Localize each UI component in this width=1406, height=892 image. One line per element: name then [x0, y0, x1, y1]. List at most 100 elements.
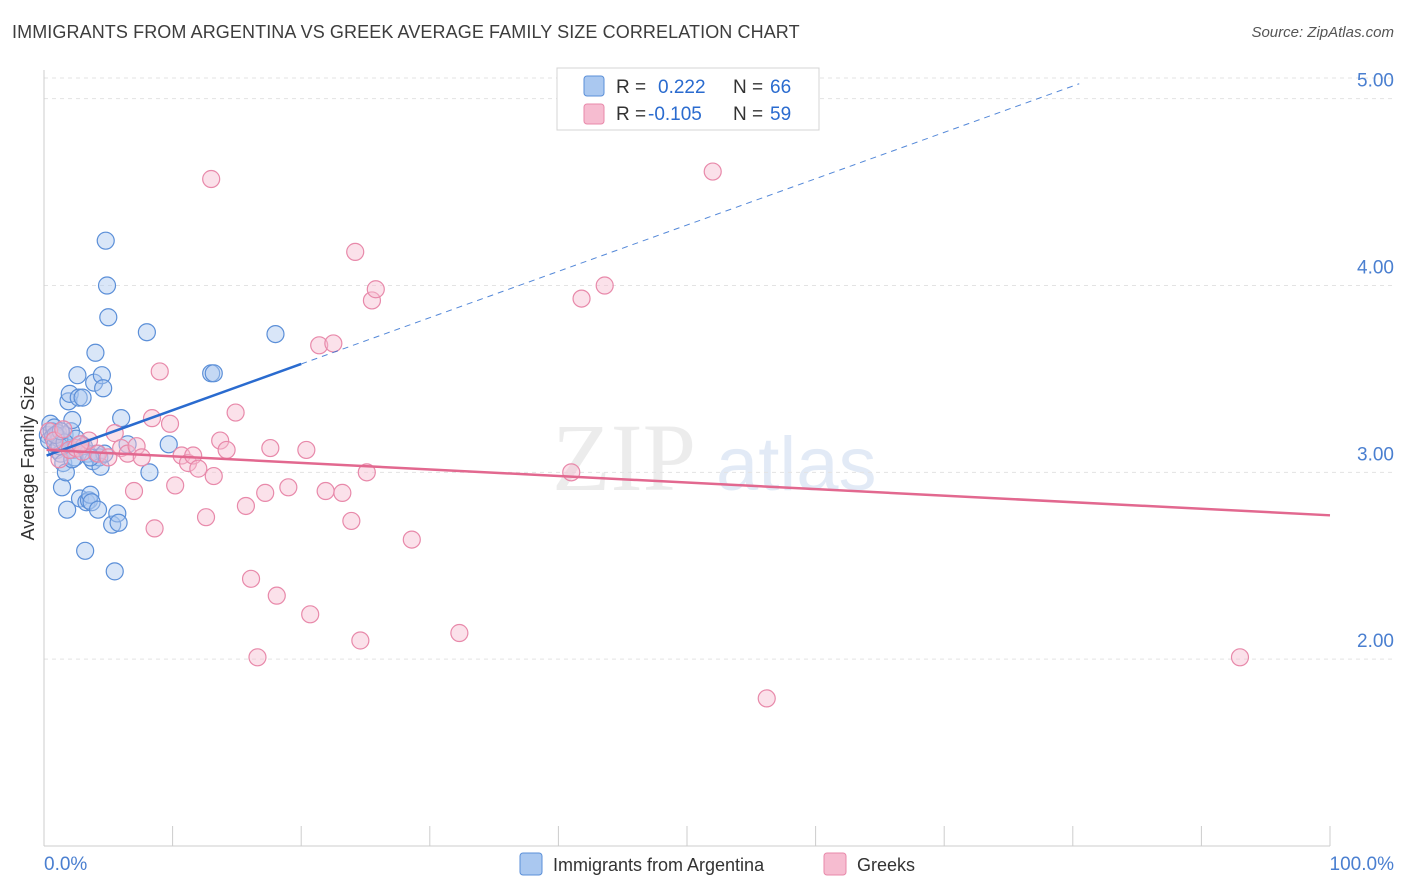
point-greeks — [297, 440, 316, 460]
point-argentina — [88, 500, 108, 519]
point-argentina — [59, 392, 78, 411]
point-greeks — [196, 508, 216, 527]
x-tick-label-max: 100.0% — [1330, 854, 1395, 875]
legend-top-n-value-2: 59 — [770, 104, 791, 125]
trend-line-greeks — [46, 448, 1331, 517]
legend-top-n-value-1: 66 — [770, 77, 791, 98]
point-argentina — [68, 366, 87, 385]
point-greeks — [189, 459, 208, 478]
point-greeks — [204, 466, 223, 486]
point-greeks — [351, 631, 370, 650]
legend-top-blue-swatch — [583, 75, 605, 97]
trend-line-argentina-projection — [301, 83, 1080, 365]
point-argentina — [99, 308, 118, 327]
legend-top: R = 0.222 N = 66 R = -0.105 N = 59 — [556, 67, 820, 131]
watermark-atlas: atlas — [716, 422, 877, 507]
y-axis-tick-labels: 2.00 3.00 4.00 5.00 — [1357, 71, 1394, 652]
x-tick-label-min: 0.0% — [44, 854, 87, 875]
legend-bottom-label-argentina: Immigrants from Argentina — [553, 855, 765, 875]
point-argentina — [137, 323, 156, 342]
point-greeks — [40, 422, 59, 441]
point-greeks — [310, 336, 329, 355]
chart-title: IMMIGRANTS FROM ARGENTINA VS GREEK AVERA… — [12, 22, 800, 42]
point-greeks — [324, 334, 343, 353]
legend-bottom: Immigrants from Argentina Greeks — [519, 852, 915, 876]
legend-bottom-label-greeks: Greeks — [857, 855, 915, 875]
point-greeks — [150, 362, 169, 381]
point-argentina — [109, 513, 128, 532]
legend-top-r-label-2: R = — [616, 104, 646, 125]
watermark: ZIP atlas — [552, 404, 877, 511]
legend-top-r-label-1: R = — [616, 77, 646, 98]
series-greeks-points — [40, 162, 1250, 708]
point-argentina — [58, 500, 77, 519]
y-axis-label: Average Family Size — [18, 376, 38, 541]
y-tick-label: 4.00 — [1357, 258, 1394, 279]
point-argentina — [85, 373, 104, 392]
legend-bottom-blue-swatch — [519, 852, 543, 876]
point-argentina — [159, 435, 178, 454]
point-greeks — [54, 420, 73, 439]
point-greeks — [279, 478, 298, 497]
legend-top-r-value-1: 0.222 — [658, 77, 706, 98]
point-greeks — [217, 440, 236, 460]
x-axis-ticks — [43, 826, 1331, 846]
legend-top-n-label-2: N = — [733, 104, 763, 125]
point-greeks — [267, 586, 286, 605]
point-greeks — [362, 291, 382, 310]
trend-line-argentina — [46, 362, 302, 457]
legend-top-n-label-1: N = — [733, 77, 763, 98]
point-argentina — [81, 485, 100, 504]
point-greeks — [145, 519, 164, 538]
point-greeks — [562, 463, 581, 482]
point-argentina — [94, 379, 113, 398]
point-greeks — [132, 448, 151, 467]
point-argentina — [112, 409, 131, 428]
point-greeks — [226, 403, 245, 422]
y-tick-label: 2.00 — [1357, 631, 1394, 652]
point-greeks — [346, 242, 365, 261]
point-greeks — [366, 280, 385, 299]
point-argentina — [92, 366, 111, 385]
point-argentina — [103, 515, 122, 534]
point-greeks — [261, 438, 280, 458]
source-label: Source: ZipAtlas.com — [1251, 24, 1394, 41]
watermark-zip: ZIP — [552, 404, 696, 511]
point-greeks — [703, 162, 722, 181]
point-argentina — [76, 541, 95, 560]
y-tick-label: 3.00 — [1357, 444, 1394, 465]
point-argentina — [52, 478, 72, 497]
point-greeks — [1230, 648, 1250, 667]
point-greeks — [357, 463, 376, 482]
point-greeks — [301, 605, 320, 624]
point-greeks — [202, 169, 221, 189]
point-greeks — [450, 623, 469, 643]
point-greeks — [316, 481, 335, 501]
point-greeks — [595, 276, 614, 295]
point-greeks — [402, 530, 421, 549]
point-argentina — [86, 343, 105, 362]
legend-top-pink-swatch — [583, 103, 605, 125]
trend-lines — [46, 83, 1331, 517]
point-argentina — [96, 231, 115, 250]
point-argentina — [97, 276, 117, 295]
point-greeks — [342, 511, 361, 531]
point-greeks — [256, 483, 275, 502]
point-greeks — [572, 289, 591, 308]
point-greeks — [166, 476, 185, 495]
legend-bottom-pink-swatch — [823, 852, 847, 876]
point-argentina — [105, 562, 124, 581]
point-argentina — [73, 388, 92, 407]
legend-top-r-value-2: -0.105 — [648, 104, 702, 125]
point-greeks — [241, 569, 261, 588]
point-greeks — [160, 414, 180, 433]
y-tick-label: 5.00 — [1357, 71, 1394, 92]
point-greeks — [124, 481, 144, 501]
point-argentina — [266, 324, 285, 344]
point-argentina — [108, 504, 127, 523]
point-argentina — [82, 493, 101, 512]
point-greeks — [211, 431, 230, 450]
point-greeks — [236, 496, 256, 516]
point-argentina — [69, 388, 88, 407]
